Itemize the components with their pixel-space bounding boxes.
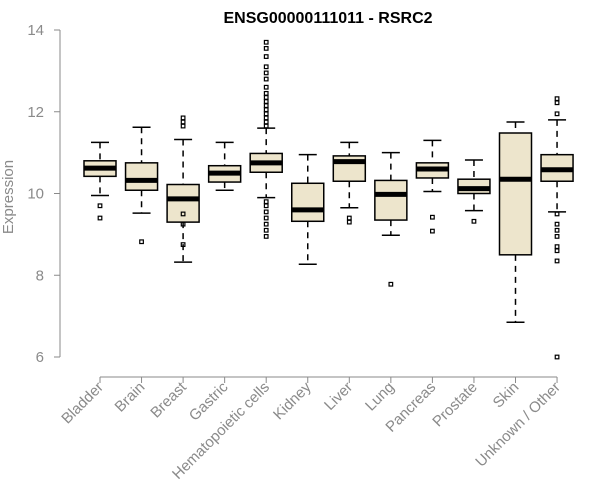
iqr-box xyxy=(166,183,200,223)
outlier-point xyxy=(180,119,186,125)
box-bladder xyxy=(83,141,117,221)
outlier-point xyxy=(388,281,394,287)
outlier-point xyxy=(97,203,103,209)
outlier-point xyxy=(263,54,269,59)
iqr-box xyxy=(124,162,159,191)
x-tick-label: Kidney xyxy=(270,378,315,423)
outlier-point xyxy=(180,221,186,227)
x-tick-label: Brain xyxy=(112,379,149,416)
outlier-point xyxy=(554,211,560,217)
outlier-point xyxy=(554,248,560,254)
y-tick-label: 12 xyxy=(27,104,44,121)
outlier-point xyxy=(263,107,269,113)
y-tick-label: 8 xyxy=(36,267,44,284)
outlier-point xyxy=(554,100,560,106)
outlier-point xyxy=(554,258,560,264)
outlier-point xyxy=(554,227,560,233)
box-liver xyxy=(332,141,367,225)
outlier-point xyxy=(97,215,103,221)
outlier-point xyxy=(263,99,269,104)
x-axis-ticks xyxy=(99,376,558,383)
outlier-point xyxy=(263,90,269,96)
outlier-point xyxy=(263,234,269,239)
box-series xyxy=(83,39,574,360)
box-breast xyxy=(166,115,200,263)
box-hematopoietic-cells xyxy=(249,39,283,239)
outlier-point xyxy=(554,354,560,360)
outlier-point xyxy=(263,199,269,205)
outlier-point xyxy=(263,203,269,209)
chart-title: ENSG00000111011 - RSRC2 xyxy=(223,10,432,27)
outlier-point xyxy=(263,227,269,233)
y-tick-label: 6 xyxy=(36,349,44,366)
iqr-box xyxy=(498,132,533,256)
outlier-point xyxy=(263,103,269,109)
outlier-point xyxy=(263,84,269,90)
outlier-point xyxy=(346,219,352,225)
box-unknown-other xyxy=(540,96,574,360)
outlier-point xyxy=(554,96,560,102)
outlier-point xyxy=(180,115,186,121)
outlier-point xyxy=(263,95,269,100)
y-axis-label: Expression xyxy=(0,160,17,234)
outlier-point xyxy=(430,228,435,234)
outlier-point xyxy=(346,215,352,221)
x-tick-label: Bladder xyxy=(58,379,107,428)
box-skin xyxy=(498,121,533,324)
outlier-point xyxy=(263,215,269,221)
outlier-point xyxy=(263,221,269,227)
outlier-point xyxy=(263,111,269,117)
x-tick-label: Lung xyxy=(362,379,398,415)
box-gastric xyxy=(207,141,242,191)
outlier-point xyxy=(180,123,186,129)
outlier-point xyxy=(471,218,477,224)
box-kidney xyxy=(291,153,325,265)
outlier-point xyxy=(180,211,186,217)
outlier-point xyxy=(263,70,269,76)
outlier-point xyxy=(263,45,269,51)
iqr-box xyxy=(291,182,325,223)
y-tick-label: 14 xyxy=(27,22,44,39)
outlier-point xyxy=(263,115,269,121)
outlier-point xyxy=(263,119,269,125)
outlier-point xyxy=(554,111,560,117)
outlier-point xyxy=(263,64,269,70)
x-tick-label: Skin xyxy=(490,379,523,412)
outlier-point xyxy=(263,39,269,45)
x-tick-label: Prostate xyxy=(429,379,481,431)
outlier-point xyxy=(180,242,186,247)
outlier-point xyxy=(554,234,560,239)
outlier-point xyxy=(263,123,269,129)
outlier-point xyxy=(430,214,435,220)
outlier-point xyxy=(554,221,560,227)
y-tick-label: 10 xyxy=(27,186,44,203)
x-tick-label: Breast xyxy=(147,378,190,421)
box-pancreas xyxy=(415,139,450,234)
x-tick-label: Liver xyxy=(321,379,356,414)
outlier-point xyxy=(554,244,560,250)
y-axis-ticks: 6 8 10 12 14 xyxy=(27,22,60,366)
outlier-point xyxy=(263,209,269,215)
outlier-point xyxy=(139,239,144,245)
box-brain xyxy=(124,126,159,245)
outlier-point xyxy=(263,76,269,82)
box-prostate xyxy=(457,159,491,224)
box-lung xyxy=(374,151,408,287)
iqr-box xyxy=(374,179,408,221)
